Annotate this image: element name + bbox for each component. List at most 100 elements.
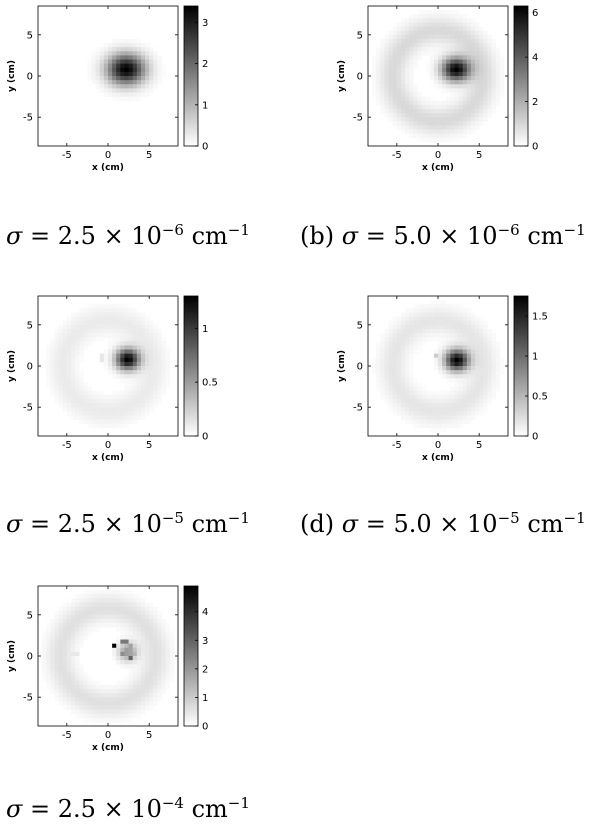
heat-cell: [112, 366, 117, 371]
heat-cell: [132, 92, 138, 97]
heat-cell: [153, 672, 158, 677]
heat-cell: [128, 96, 134, 102]
heat-cell: [140, 316, 146, 322]
heat-cell: [112, 88, 117, 93]
heat-cell: [58, 403, 64, 408]
heat-cell: [157, 353, 162, 359]
heat-cell: [83, 312, 88, 317]
heat-cell: [120, 361, 125, 367]
heat-cell: [153, 349, 158, 355]
heat-cell: [483, 328, 488, 334]
heat-cell: [140, 43, 146, 48]
heat-cell: [413, 129, 418, 135]
heat-cell: [425, 14, 431, 19]
heat-cell: [116, 602, 121, 607]
heat-cell: [120, 324, 125, 330]
heat-cell: [145, 684, 150, 690]
heat-cell: [429, 117, 435, 122]
heat-cell: [50, 672, 55, 677]
x-tick-label: -5: [392, 150, 402, 161]
heat-cell: [475, 316, 480, 322]
heat-cell: [116, 713, 121, 719]
heat-cell: [470, 382, 476, 387]
heat-cell: [149, 627, 154, 632]
heat-cell: [136, 312, 142, 317]
heat-cell: [120, 92, 125, 97]
heat-cell: [165, 370, 171, 375]
heat-cell: [425, 411, 431, 416]
heat-cell: [62, 701, 68, 706]
heat-cell: [421, 10, 427, 15]
heat-cell: [495, 92, 501, 97]
heat-cell: [116, 717, 121, 723]
heat-cell: [425, 394, 431, 400]
heat-cell: [400, 125, 406, 130]
heat-cell: [157, 639, 162, 645]
heat-cell: [91, 337, 97, 342]
heat-cell: [380, 357, 385, 363]
heat-cell: [75, 594, 80, 599]
heat-cell: [70, 672, 76, 677]
heat-cell: [75, 606, 80, 612]
heat-cell: [83, 386, 88, 392]
heat-cell: [470, 386, 476, 392]
heat-cell: [128, 639, 134, 645]
heat-cell: [128, 84, 134, 89]
heat-cell: [70, 693, 76, 698]
heat-cell: [108, 337, 113, 342]
heat-cell: [388, 63, 394, 69]
heat-cell: [66, 668, 72, 673]
heat-cell: [438, 117, 443, 122]
heat-cell: [95, 680, 101, 686]
heat-cell: [116, 92, 121, 97]
heat-cell: [466, 63, 472, 69]
heat-cell: [91, 684, 97, 690]
heat-cell: [380, 337, 385, 342]
heat-cell: [54, 361, 59, 367]
heat-cell: [392, 370, 398, 375]
heat-cell: [425, 38, 431, 44]
heat-cell: [450, 30, 455, 36]
heat-cell: [462, 353, 468, 359]
heat-cell: [58, 606, 64, 612]
heat-cell: [95, 63, 101, 69]
heat-cell: [165, 345, 171, 350]
heat-cell: [458, 51, 464, 56]
heat-cell: [384, 96, 389, 102]
heat-cell: [376, 59, 381, 65]
heat-cell: [87, 386, 92, 392]
x-tick-label: 0: [435, 150, 441, 161]
heat-cell: [483, 341, 488, 346]
heat-cell: [153, 701, 158, 706]
heat-cell: [99, 320, 105, 326]
heat-cell: [75, 357, 80, 363]
heat-cell: [99, 709, 105, 715]
heat-cell: [491, 80, 497, 85]
heat-cell: [429, 423, 435, 429]
heat-cell: [66, 328, 72, 334]
colorbar-tick-label: 1.5: [532, 312, 548, 323]
heat-cell: [157, 697, 162, 702]
heat-cell: [124, 324, 129, 330]
heat-cell: [91, 394, 97, 400]
heat-cell: [495, 80, 501, 85]
heat-cell: [372, 88, 377, 93]
heat-cell: [466, 378, 472, 383]
heat-cell: [429, 398, 435, 404]
heat-cell: [409, 47, 414, 52]
heat-cell: [153, 390, 158, 396]
heat-cell: [153, 76, 158, 81]
heat-cell: [466, 18, 472, 23]
heat-cell: [83, 415, 88, 420]
heat-cell: [103, 713, 109, 719]
heat-cell: [136, 394, 142, 400]
heat-cell: [120, 701, 125, 706]
heat-cell: [462, 63, 468, 69]
heat-cell: [400, 349, 406, 355]
heat-cell: [95, 717, 101, 723]
heat-cell: [413, 51, 418, 56]
heat-cell: [149, 684, 154, 690]
heat-cell: [462, 96, 468, 102]
heat-cell: [103, 328, 109, 334]
